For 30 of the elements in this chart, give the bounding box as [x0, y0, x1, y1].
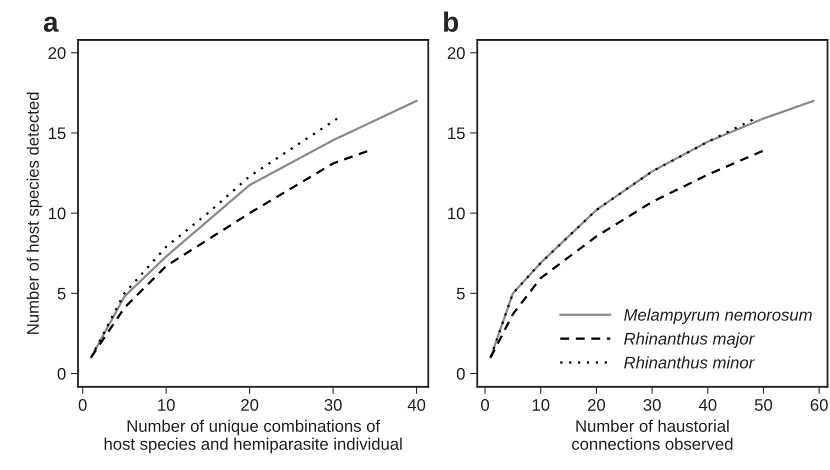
- y-tick-label: 5: [456, 288, 465, 300]
- chart-title: a: [44, 16, 59, 32]
- legend-label: Melampyrum nemorosum: [624, 308, 812, 324]
- x-tick-label: 50: [754, 399, 772, 411]
- legend-label: Rhinanthus major: [624, 332, 755, 348]
- chart-title: b: [444, 11, 458, 32]
- x-tick-label: 20: [241, 399, 258, 411]
- x-tick-label: 0: [78, 399, 87, 411]
- y-tick-label: 0: [58, 368, 66, 380]
- x-tick-label: 10: [158, 399, 175, 411]
- x-axis-title: Number of unique combinations of host species and hemiparasite individual: [104, 420, 402, 454]
- y-tick-label: 5: [58, 288, 66, 300]
- y-tick-label: 20: [448, 47, 465, 59]
- x-tick-label: 30: [643, 399, 661, 411]
- x-tick-label: 0: [481, 399, 490, 411]
- y-tick-label: 0: [456, 368, 465, 380]
- y-tick-label: 10: [448, 208, 465, 220]
- x-tick-label: 40: [698, 399, 716, 411]
- y-tick-label: 15: [48, 128, 66, 140]
- x-tick-label: 60: [810, 399, 828, 411]
- x-tick-label: 10: [532, 399, 550, 411]
- x-tick-label: 20: [588, 399, 606, 411]
- y-axis-title: Number of host species detected: [26, 92, 42, 334]
- y-tick-label: 15: [448, 128, 465, 140]
- y-tick-label: 20: [48, 47, 66, 59]
- x-tick-label: 30: [324, 399, 342, 411]
- legend-label: Rhinanthus minor: [624, 356, 755, 369]
- y-tick-label: 10: [48, 208, 66, 220]
- x-tick-label: 40: [408, 399, 426, 411]
- x-axis-title: Number of haustorial connections observed: [572, 420, 732, 450]
